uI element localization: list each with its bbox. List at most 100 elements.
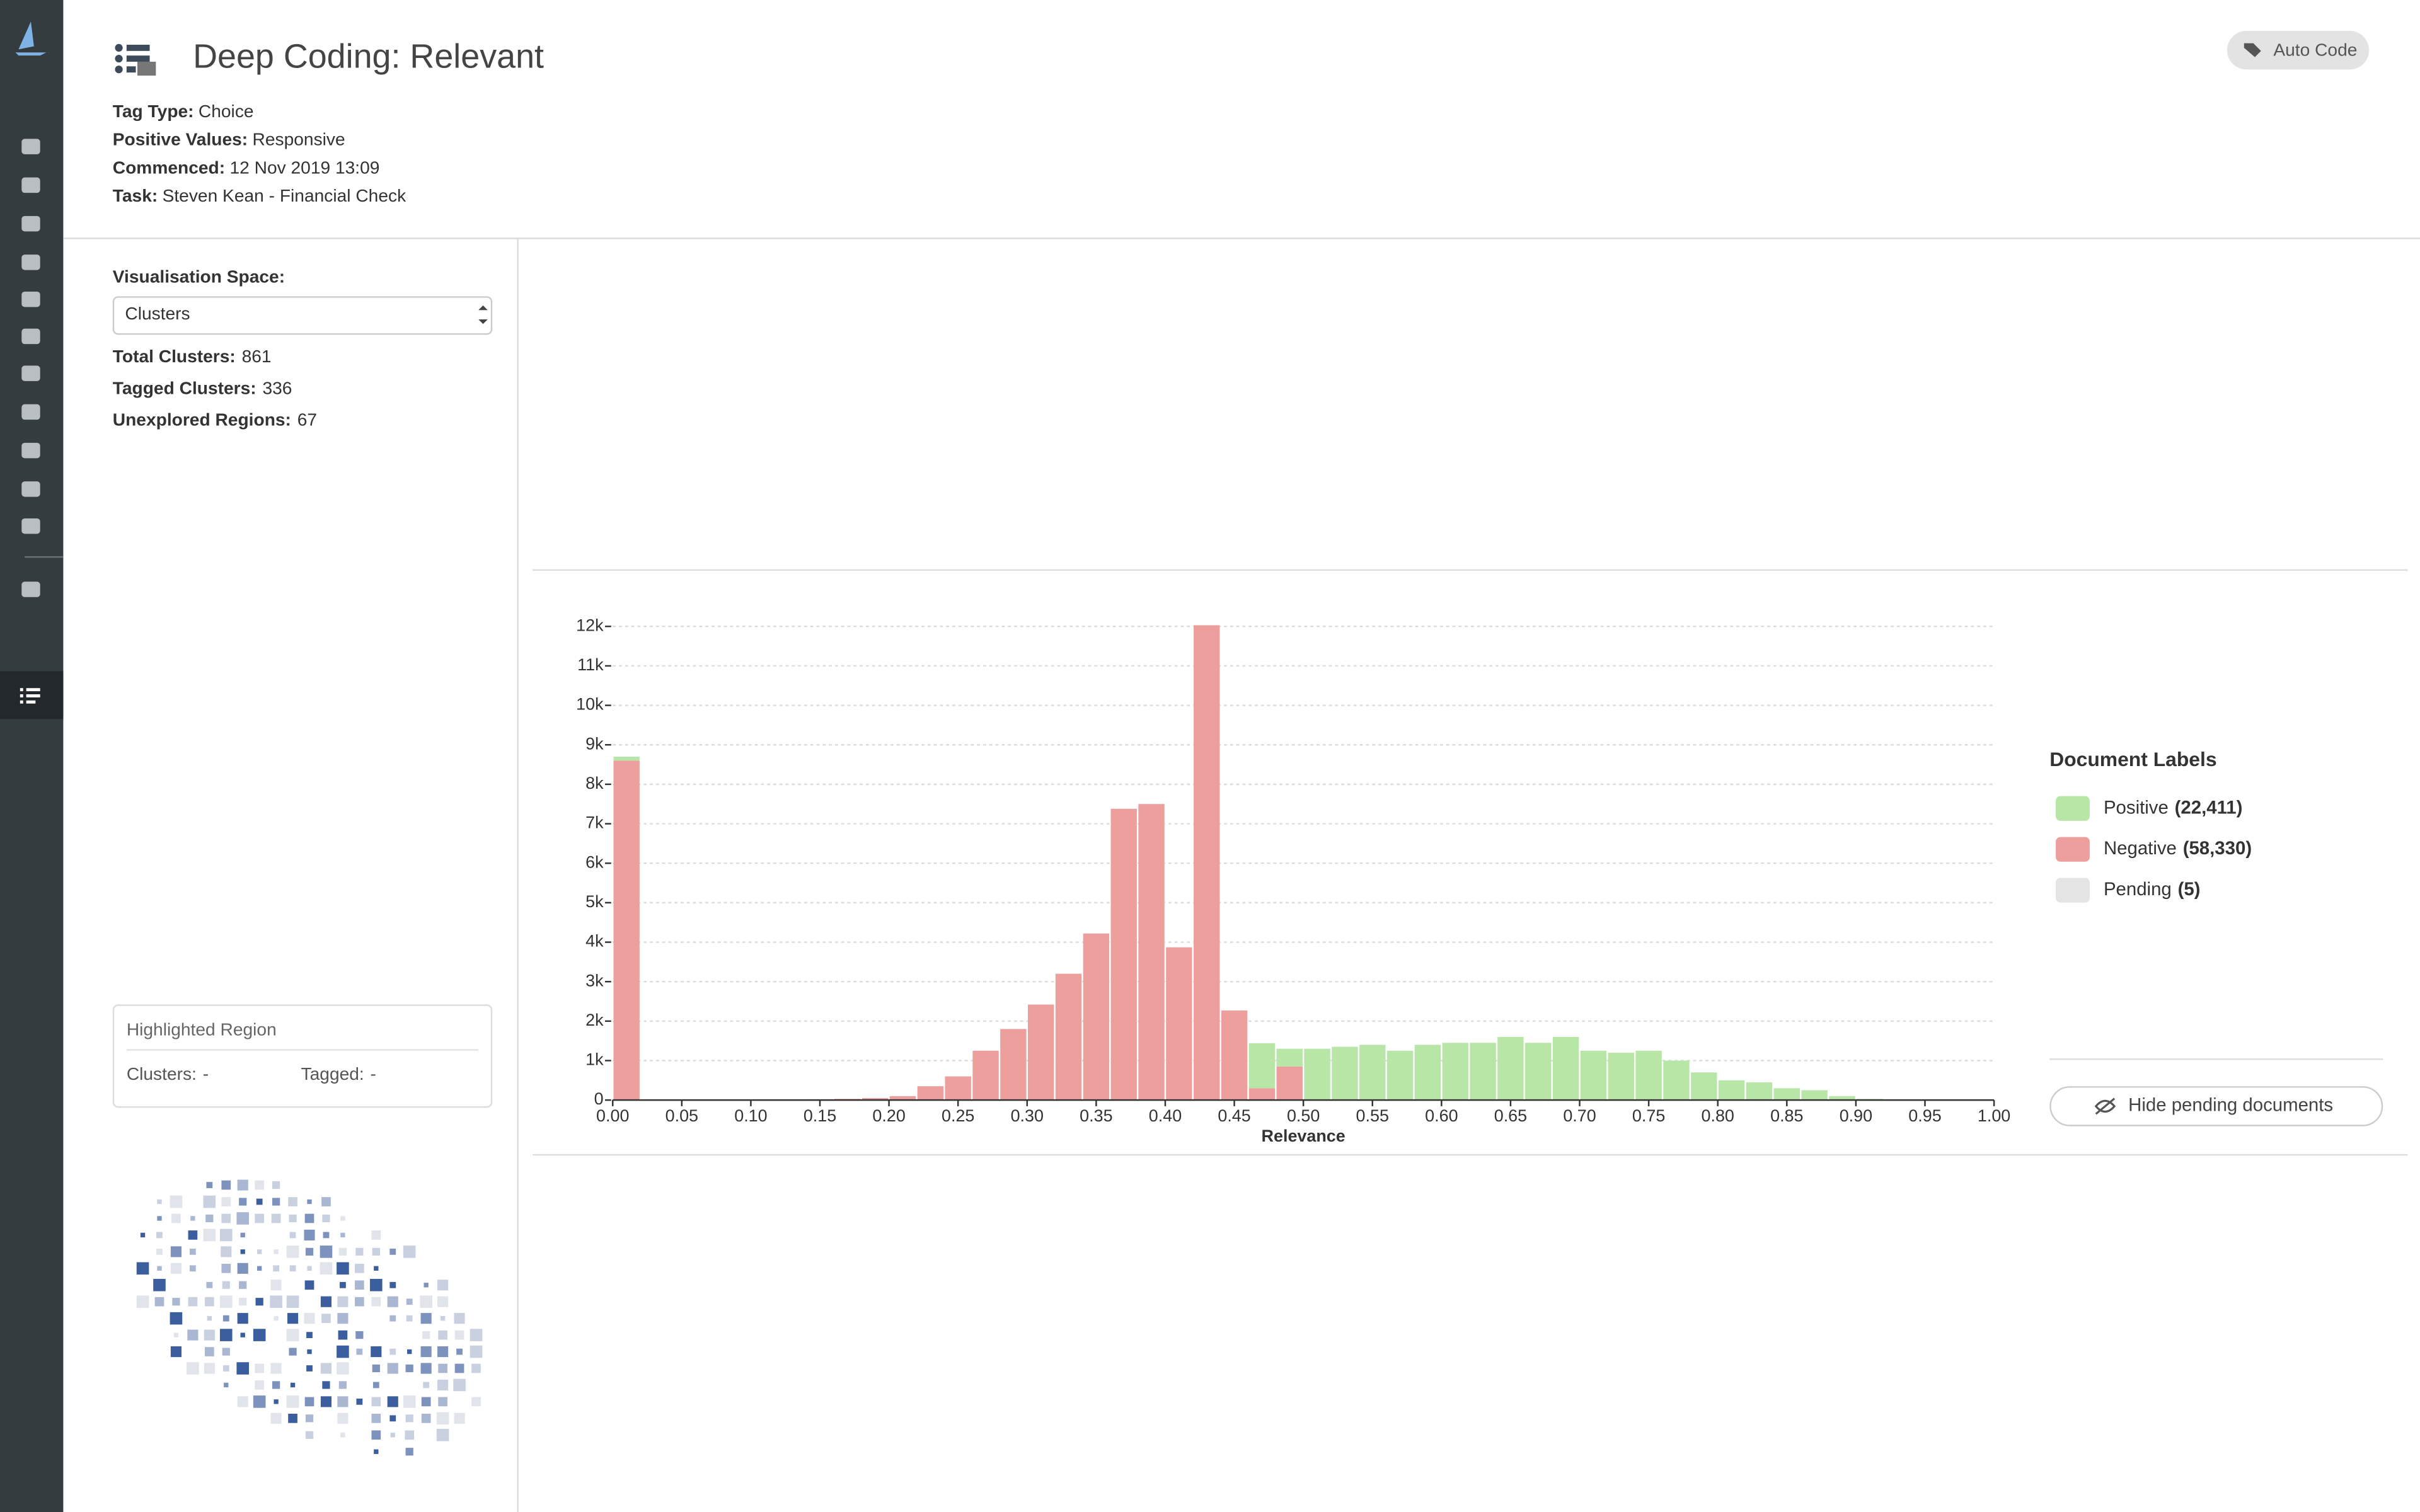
cluster-cell[interactable] <box>371 1346 382 1358</box>
cluster-map[interactable] <box>136 1179 483 1456</box>
cluster-cell[interactable] <box>304 1280 314 1290</box>
cluster-cell[interactable] <box>221 1213 231 1223</box>
legend-item[interactable]: Pending (5) <box>2104 879 2201 900</box>
cluster-cell[interactable] <box>274 1249 279 1254</box>
cluster-cell[interactable] <box>454 1330 464 1340</box>
cluster-cell[interactable] <box>170 1195 183 1208</box>
cluster-cell[interactable] <box>154 1297 164 1307</box>
cluster-cell[interactable] <box>438 1363 447 1373</box>
cluster-cell[interactable] <box>389 1281 396 1288</box>
cluster-cell[interactable] <box>170 1312 183 1325</box>
cluster-cell[interactable] <box>453 1378 466 1392</box>
cluster-cell[interactable] <box>253 1395 266 1408</box>
cluster-cell[interactable] <box>355 1331 364 1339</box>
cluster-cell[interactable] <box>236 1212 250 1225</box>
cluster-cell[interactable] <box>322 1381 330 1389</box>
cluster-cell[interactable] <box>424 1283 429 1288</box>
cluster-cell[interactable] <box>173 1332 179 1337</box>
cluster-cell[interactable] <box>407 1349 412 1354</box>
nav-icon[interactable] <box>21 481 40 497</box>
cluster-cell[interactable] <box>438 1330 447 1340</box>
cluster-cell[interactable] <box>470 1345 483 1358</box>
cluster-cell[interactable] <box>389 1415 396 1422</box>
cluster-cell[interactable] <box>337 1396 349 1407</box>
cluster-cell[interactable] <box>270 1363 282 1374</box>
cluster-cell[interactable] <box>440 1315 446 1321</box>
cluster-cell[interactable] <box>338 1381 347 1389</box>
cluster-cell[interactable] <box>306 1365 313 1372</box>
cluster-cell[interactable] <box>436 1412 449 1425</box>
cluster-cell[interactable] <box>421 1414 431 1423</box>
cluster-cell[interactable] <box>307 1349 312 1354</box>
nav-icon[interactable] <box>21 328 40 345</box>
cluster-cell[interactable] <box>405 1414 413 1423</box>
cluster-cell[interactable] <box>187 1362 199 1375</box>
cluster-cell[interactable] <box>389 1248 396 1255</box>
cluster-cell[interactable] <box>239 1281 247 1289</box>
cluster-cell[interactable] <box>337 1362 349 1375</box>
cluster-cell[interactable] <box>170 1346 182 1358</box>
cluster-cell[interactable] <box>272 1181 280 1189</box>
cluster-cell[interactable] <box>286 1329 299 1341</box>
cluster-cell[interactable] <box>157 1199 162 1205</box>
cluster-cell[interactable] <box>274 1315 279 1321</box>
cluster-cell[interactable] <box>286 1395 299 1408</box>
cluster-cell[interactable] <box>422 1331 430 1339</box>
nav-icon[interactable] <box>21 291 40 307</box>
cluster-cell[interactable] <box>188 1230 198 1240</box>
cluster-cell[interactable] <box>219 1228 233 1242</box>
cluster-cell[interactable] <box>437 1379 449 1391</box>
cluster-cell[interactable] <box>306 1332 313 1338</box>
cluster-cell[interactable] <box>406 1315 413 1322</box>
cluster-cell[interactable] <box>321 1314 331 1323</box>
cluster-cell[interactable] <box>387 1396 398 1407</box>
cluster-cell[interactable] <box>188 1297 198 1307</box>
cluster-cell[interactable] <box>221 1246 232 1257</box>
cluster-cell[interactable] <box>221 1197 231 1206</box>
cluster-cell[interactable] <box>320 1396 332 1407</box>
cluster-cell[interactable] <box>272 1198 280 1206</box>
cluster-cell[interactable] <box>136 1295 149 1308</box>
cluster-cell[interactable] <box>140 1232 146 1238</box>
nav-icon[interactable] <box>21 365 40 381</box>
cluster-cell[interactable] <box>320 1296 332 1307</box>
cluster-cell[interactable] <box>405 1364 413 1373</box>
cluster-cell[interactable] <box>187 1329 199 1341</box>
hide-pending-button[interactable] <box>2049 1086 2383 1126</box>
cluster-cell[interactable] <box>240 1249 245 1254</box>
cluster-cell[interactable] <box>320 1262 333 1275</box>
cluster-cell[interactable] <box>323 1232 330 1239</box>
cluster-cell[interactable] <box>289 1232 296 1239</box>
cluster-cell[interactable] <box>340 1281 346 1288</box>
cluster-cell[interactable] <box>405 1430 415 1440</box>
cluster-cell[interactable] <box>337 1313 349 1324</box>
cluster-cell[interactable] <box>356 1348 363 1355</box>
cluster-cell[interactable] <box>338 1330 348 1340</box>
cluster-cell[interactable] <box>274 1399 279 1404</box>
cluster-cell[interactable] <box>322 1214 330 1223</box>
cluster-cell[interactable] <box>289 1265 296 1272</box>
cluster-cell[interactable] <box>189 1248 196 1255</box>
cluster-cell[interactable] <box>371 1230 381 1240</box>
cluster-cell[interactable] <box>270 1412 282 1424</box>
cluster-cell[interactable] <box>286 1246 299 1258</box>
cluster-cell[interactable] <box>219 1329 233 1341</box>
cluster-cell[interactable] <box>240 1232 245 1238</box>
cluster-cell[interactable] <box>371 1414 381 1423</box>
cluster-cell[interactable] <box>420 1363 432 1374</box>
cluster-cell[interactable] <box>305 1431 314 1439</box>
cluster-cell[interactable] <box>374 1449 379 1454</box>
cluster-cell[interactable] <box>240 1332 245 1337</box>
cluster-cell[interactable] <box>320 1246 333 1258</box>
cluster-cell[interactable] <box>454 1412 465 1424</box>
nav-icon[interactable] <box>21 518 40 534</box>
cluster-cell[interactable] <box>304 1313 315 1324</box>
cluster-cell[interactable] <box>288 1414 297 1423</box>
nav-icon[interactable] <box>21 177 40 193</box>
cluster-cell[interactable] <box>403 1395 416 1408</box>
space-select[interactable] <box>112 296 493 335</box>
cluster-cell[interactable] <box>190 1216 195 1221</box>
cluster-cell[interactable] <box>136 1262 149 1275</box>
cluster-cell[interactable] <box>203 1195 216 1208</box>
cluster-cell[interactable] <box>157 1216 162 1221</box>
